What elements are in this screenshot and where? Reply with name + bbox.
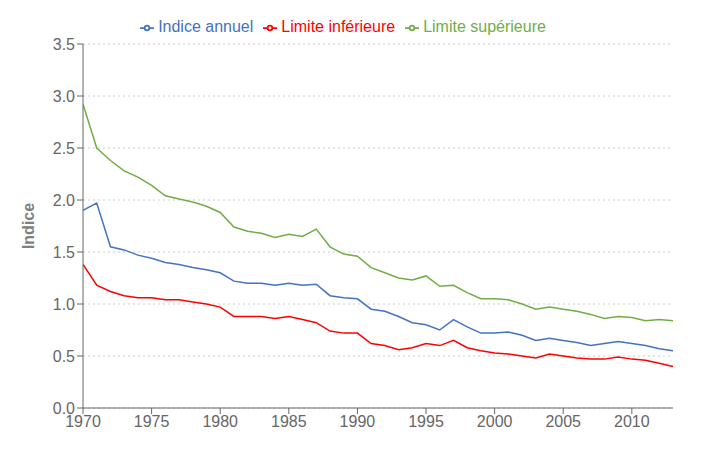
svg-text:1.5: 1.5 [53, 244, 75, 261]
svg-text:0.0: 0.0 [53, 400, 75, 417]
svg-text:2010: 2010 [614, 413, 650, 430]
svg-text:3.5: 3.5 [53, 36, 75, 53]
svg-text:1975: 1975 [134, 413, 170, 430]
svg-text:0.5: 0.5 [53, 348, 75, 365]
svg-text:2000: 2000 [477, 413, 513, 430]
html-text:Indice annuel: Indice annuel [158, 18, 254, 35]
svg-text:1.0: 1.0 [53, 296, 75, 313]
html-text:Limite supérieure: Limite supérieure [423, 18, 546, 35]
svg-text:Indice: Indice [20, 203, 37, 249]
svg-text:1985: 1985 [271, 413, 307, 430]
svg-text:1995: 1995 [408, 413, 444, 430]
html-text:Limite inférieure: Limite inférieure [281, 18, 396, 35]
svg-text:2005: 2005 [545, 413, 581, 430]
svg-text:1990: 1990 [340, 413, 376, 430]
svg-text:3.0: 3.0 [53, 88, 75, 105]
svg-text:2.5: 2.5 [53, 140, 75, 157]
svg-text:2.0: 2.0 [53, 192, 75, 209]
svg-text:1970: 1970 [65, 413, 101, 431]
svg-text:1980: 1980 [202, 413, 238, 430]
